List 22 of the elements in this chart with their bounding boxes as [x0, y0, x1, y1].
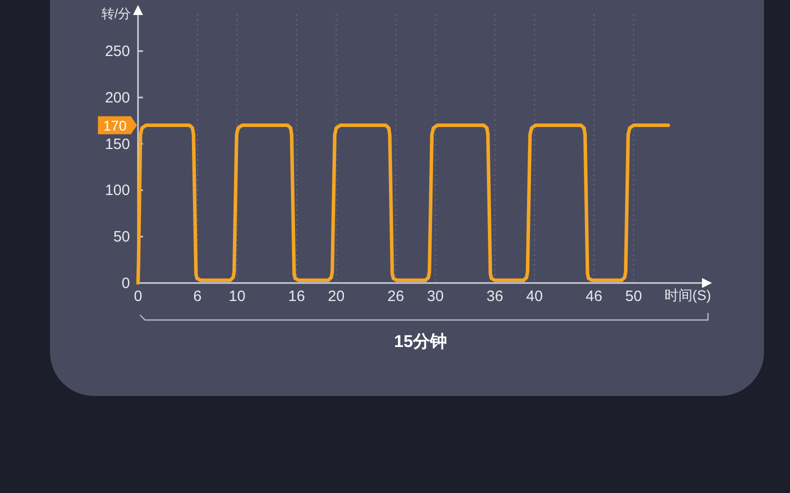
y-tick-label: 250 [104, 43, 130, 60]
data-label: 170 [103, 117, 127, 134]
x-tick-label: 50 [625, 288, 642, 305]
x-tick-label: 0 [134, 288, 142, 305]
y-axis-title: 转/分 [101, 6, 131, 21]
x-tick-label: 30 [427, 288, 444, 305]
y-tick-label: 50 [113, 228, 130, 246]
line-series [136, 124, 670, 285]
x-tick-label: 26 [387, 288, 404, 305]
y-tick-label: 200 [104, 89, 130, 106]
x-tick-label: 36 [486, 288, 504, 305]
x-tick-label: 16 [288, 288, 305, 305]
text: 15分钟 [394, 332, 447, 351]
y-tick-label: 0 [122, 275, 130, 292]
x-tick-label: 46 [586, 288, 602, 305]
y-tick-label: 150 [104, 136, 130, 153]
x-tick-label: 6 [193, 288, 202, 305]
x-tick-label: 10 [228, 288, 246, 305]
x-tick-label: 40 [526, 288, 543, 305]
y-tick-label: 100 [104, 182, 130, 200]
x-axis-title: 时间(S) [664, 287, 711, 303]
x-tick-label: 20 [328, 288, 345, 305]
